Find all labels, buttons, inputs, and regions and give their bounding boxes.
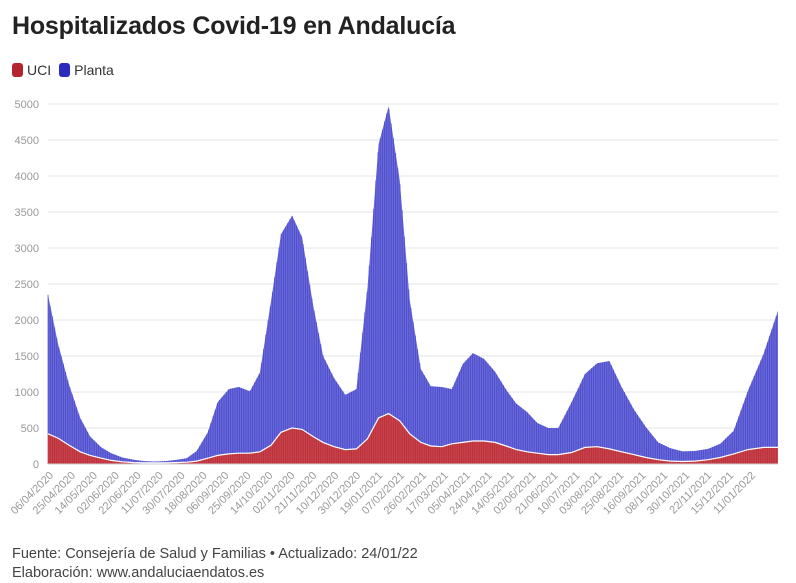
chart-title: Hospitalizados Covid-19 en Andalucía: [12, 12, 456, 40]
y-tick-3000: 3000: [15, 243, 39, 255]
series-boundary-line: [47, 412, 778, 464]
y-tick-1000: 1000: [15, 387, 39, 399]
bar-texture: [47, 108, 777, 464]
y-tick-500: 500: [21, 423, 39, 435]
legend-swatch-uci: [12, 63, 23, 77]
y-tick-3500: 3500: [15, 207, 39, 219]
y-tick-1500: 1500: [15, 351, 39, 363]
legend-item-planta[interactable]: Planta: [59, 62, 114, 78]
y-tick-0: 0: [33, 459, 39, 471]
legend-label-planta: Planta: [74, 62, 114, 78]
y-tick-4500: 4500: [15, 135, 39, 147]
source-note: Fuente: Consejería de Salud y Familias •…: [12, 546, 418, 562]
credit-note: Elaboración: www.andaluciaendatos.es: [12, 565, 265, 581]
chart-area: 0 500 1000 1500 2000 2500 3000 3500 4000 4500 5000…: [9, 99, 778, 517]
y-tick-5000: 5000: [15, 99, 39, 111]
legend-item-uci[interactable]: UCI: [12, 62, 51, 78]
legend: UCI Planta: [12, 62, 122, 78]
y-tick-2500: 2500: [15, 279, 39, 291]
y-tick-4000: 4000: [15, 171, 39, 183]
footer: Fuente: Consejería de Salud y Familias •…: [12, 545, 418, 583]
legend-swatch-planta: [59, 63, 71, 77]
y-tick-2000: 2000: [15, 315, 39, 327]
legend-label-uci: UCI: [27, 62, 52, 78]
